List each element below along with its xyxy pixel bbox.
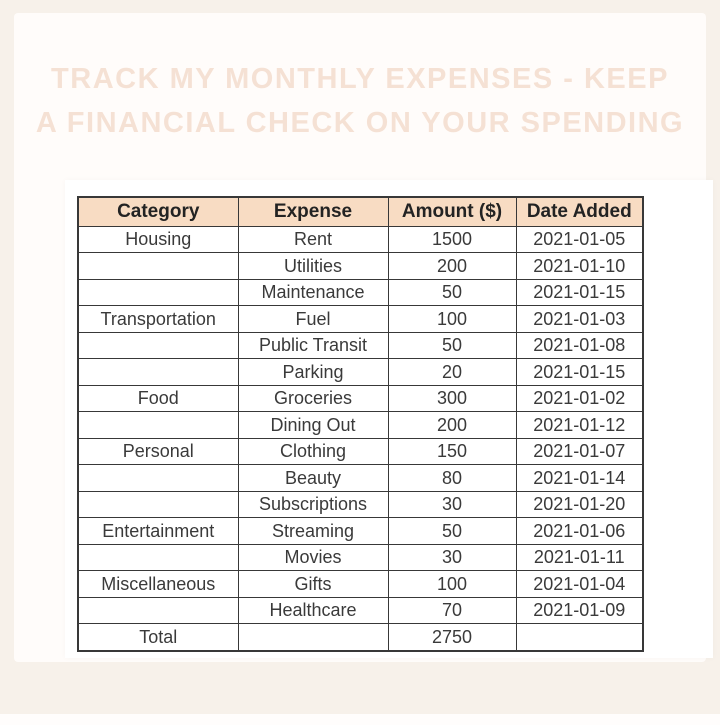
cell-date: 2021-01-04 (515, 570, 644, 598)
header-cell-expense: Expense (237, 196, 389, 227)
cell-category (77, 596, 239, 625)
cell-expense: Clothing (237, 437, 389, 466)
table-row: Housing Rent 1500 2021-01-05 (77, 225, 644, 254)
cell-date: 2021-01-15 (515, 358, 644, 386)
cell-amount: 20 (387, 358, 517, 386)
cell-category: Housing (77, 225, 239, 254)
table-body: Housing Rent 1500 2021-01-05 Utilities 200 202… (77, 225, 644, 652)
cell-category: Food (77, 384, 239, 413)
cell-date: 2021-01-14 (515, 464, 644, 492)
cell-expense: Utilities (237, 252, 389, 280)
cell-amount: 50 (387, 278, 517, 307)
cell-amount: 200 (387, 411, 517, 439)
table-row: Personal Clothing 150 2021-01-07 (77, 437, 644, 466)
table-row: Maintenance 50 2021-01-15 (77, 278, 644, 307)
expenses-table: Category Expense Amount ($) Date Added Hous… (77, 196, 644, 652)
table-row: Utilities 200 2021-01-10 (77, 252, 644, 280)
table-row: Healthcare 70 2021-01-09 (77, 596, 644, 625)
cell-amount: 30 (387, 543, 517, 572)
cell-amount: 70 (387, 596, 517, 625)
table-row: Entertainment Streaming 50 2021-01-06 (77, 517, 644, 545)
cell-expense: Dining Out (237, 411, 389, 439)
cell-expense: Gifts (237, 570, 389, 598)
page-title-line2: A FINANCIAL CHECK ON YOUR SPENDING (35, 107, 685, 139)
header-cell-date: Date Added (515, 196, 644, 227)
table-row: Public Transit 50 2021-01-08 (77, 331, 644, 360)
table-row: Parking 20 2021-01-15 (77, 358, 644, 386)
cell-date: 2021-01-08 (515, 331, 644, 360)
cell-expense: Subscriptions (237, 490, 389, 519)
cell-category: Entertainment (77, 517, 239, 545)
cell-expense: Rent (237, 225, 389, 254)
cell-category (77, 490, 239, 519)
cell-date: 2021-01-12 (515, 411, 644, 439)
cell-amount: 300 (387, 384, 517, 413)
cell-expense: Fuel (237, 305, 389, 333)
bottom-margin-strip (0, 714, 720, 725)
cell-date: 2021-01-09 (515, 596, 644, 625)
cell-amount: 80 (387, 464, 517, 492)
cell-expense (237, 623, 389, 652)
cell-expense: Maintenance (237, 278, 389, 307)
cell-expense: Beauty (237, 464, 389, 492)
cell-category (77, 411, 239, 439)
cell-expense: Healthcare (237, 596, 389, 625)
cell-date: 2021-01-06 (515, 517, 644, 545)
table-row: Dining Out 200 2021-01-12 (77, 411, 644, 439)
cell-expense: Movies (237, 543, 389, 572)
cell-category (77, 252, 239, 280)
cell-amount: 200 (387, 252, 517, 280)
cell-amount: 150 (387, 437, 517, 466)
cell-category (77, 278, 239, 307)
cell-expense: Public Transit (237, 331, 389, 360)
table-row: Miscellaneous Gifts 100 2021-01-04 (77, 570, 644, 598)
cell-category (77, 358, 239, 386)
cell-expense: Parking (237, 358, 389, 386)
cell-amount: 30 (387, 490, 517, 519)
cell-expense: Groceries (237, 384, 389, 413)
table-row: Food Groceries 300 2021-01-02 (77, 384, 644, 413)
cell-date: 2021-01-07 (515, 437, 644, 466)
cell-amount: 100 (387, 570, 517, 598)
page-title-line1: TRACK MY MONTHLY EXPENSES - KEEP (51, 63, 669, 95)
cell-date: 2021-01-03 (515, 305, 644, 333)
table-row-total: Total 2750 (77, 623, 644, 652)
table-row: Movies 30 2021-01-11 (77, 543, 644, 572)
cell-amount: 100 (387, 305, 517, 333)
cell-amount: 50 (387, 517, 517, 545)
cell-category: Total (77, 623, 239, 652)
cell-category (77, 543, 239, 572)
cell-amount: 50 (387, 331, 517, 360)
table-header-row: Category Expense Amount ($) Date Added (77, 196, 644, 227)
page-title: TRACK MY MONTHLY EXPENSES - KEEP A FINAN… (0, 57, 720, 145)
cell-category (77, 464, 239, 492)
cell-category: Personal (77, 437, 239, 466)
cell-category (77, 331, 239, 360)
cell-date: 2021-01-20 (515, 490, 644, 519)
cell-amount: 2750 (387, 623, 517, 652)
cell-amount: 1500 (387, 225, 517, 254)
table-row: Beauty 80 2021-01-14 (77, 464, 644, 492)
cell-date: 2021-01-11 (515, 543, 644, 572)
cell-expense: Streaming (237, 517, 389, 545)
cell-category: Miscellaneous (77, 570, 239, 598)
cell-date: 2021-01-10 (515, 252, 644, 280)
cell-date (515, 623, 644, 652)
cell-date: 2021-01-05 (515, 225, 644, 254)
header-cell-amount: Amount ($) (387, 196, 517, 227)
cell-category: Transportation (77, 305, 239, 333)
cell-date: 2021-01-15 (515, 278, 644, 307)
table-row: Subscriptions 30 2021-01-20 (77, 490, 644, 519)
cell-date: 2021-01-02 (515, 384, 644, 413)
header-cell-category: Category (77, 196, 239, 227)
table-row: Transportation Fuel 100 2021-01-03 (77, 305, 644, 333)
